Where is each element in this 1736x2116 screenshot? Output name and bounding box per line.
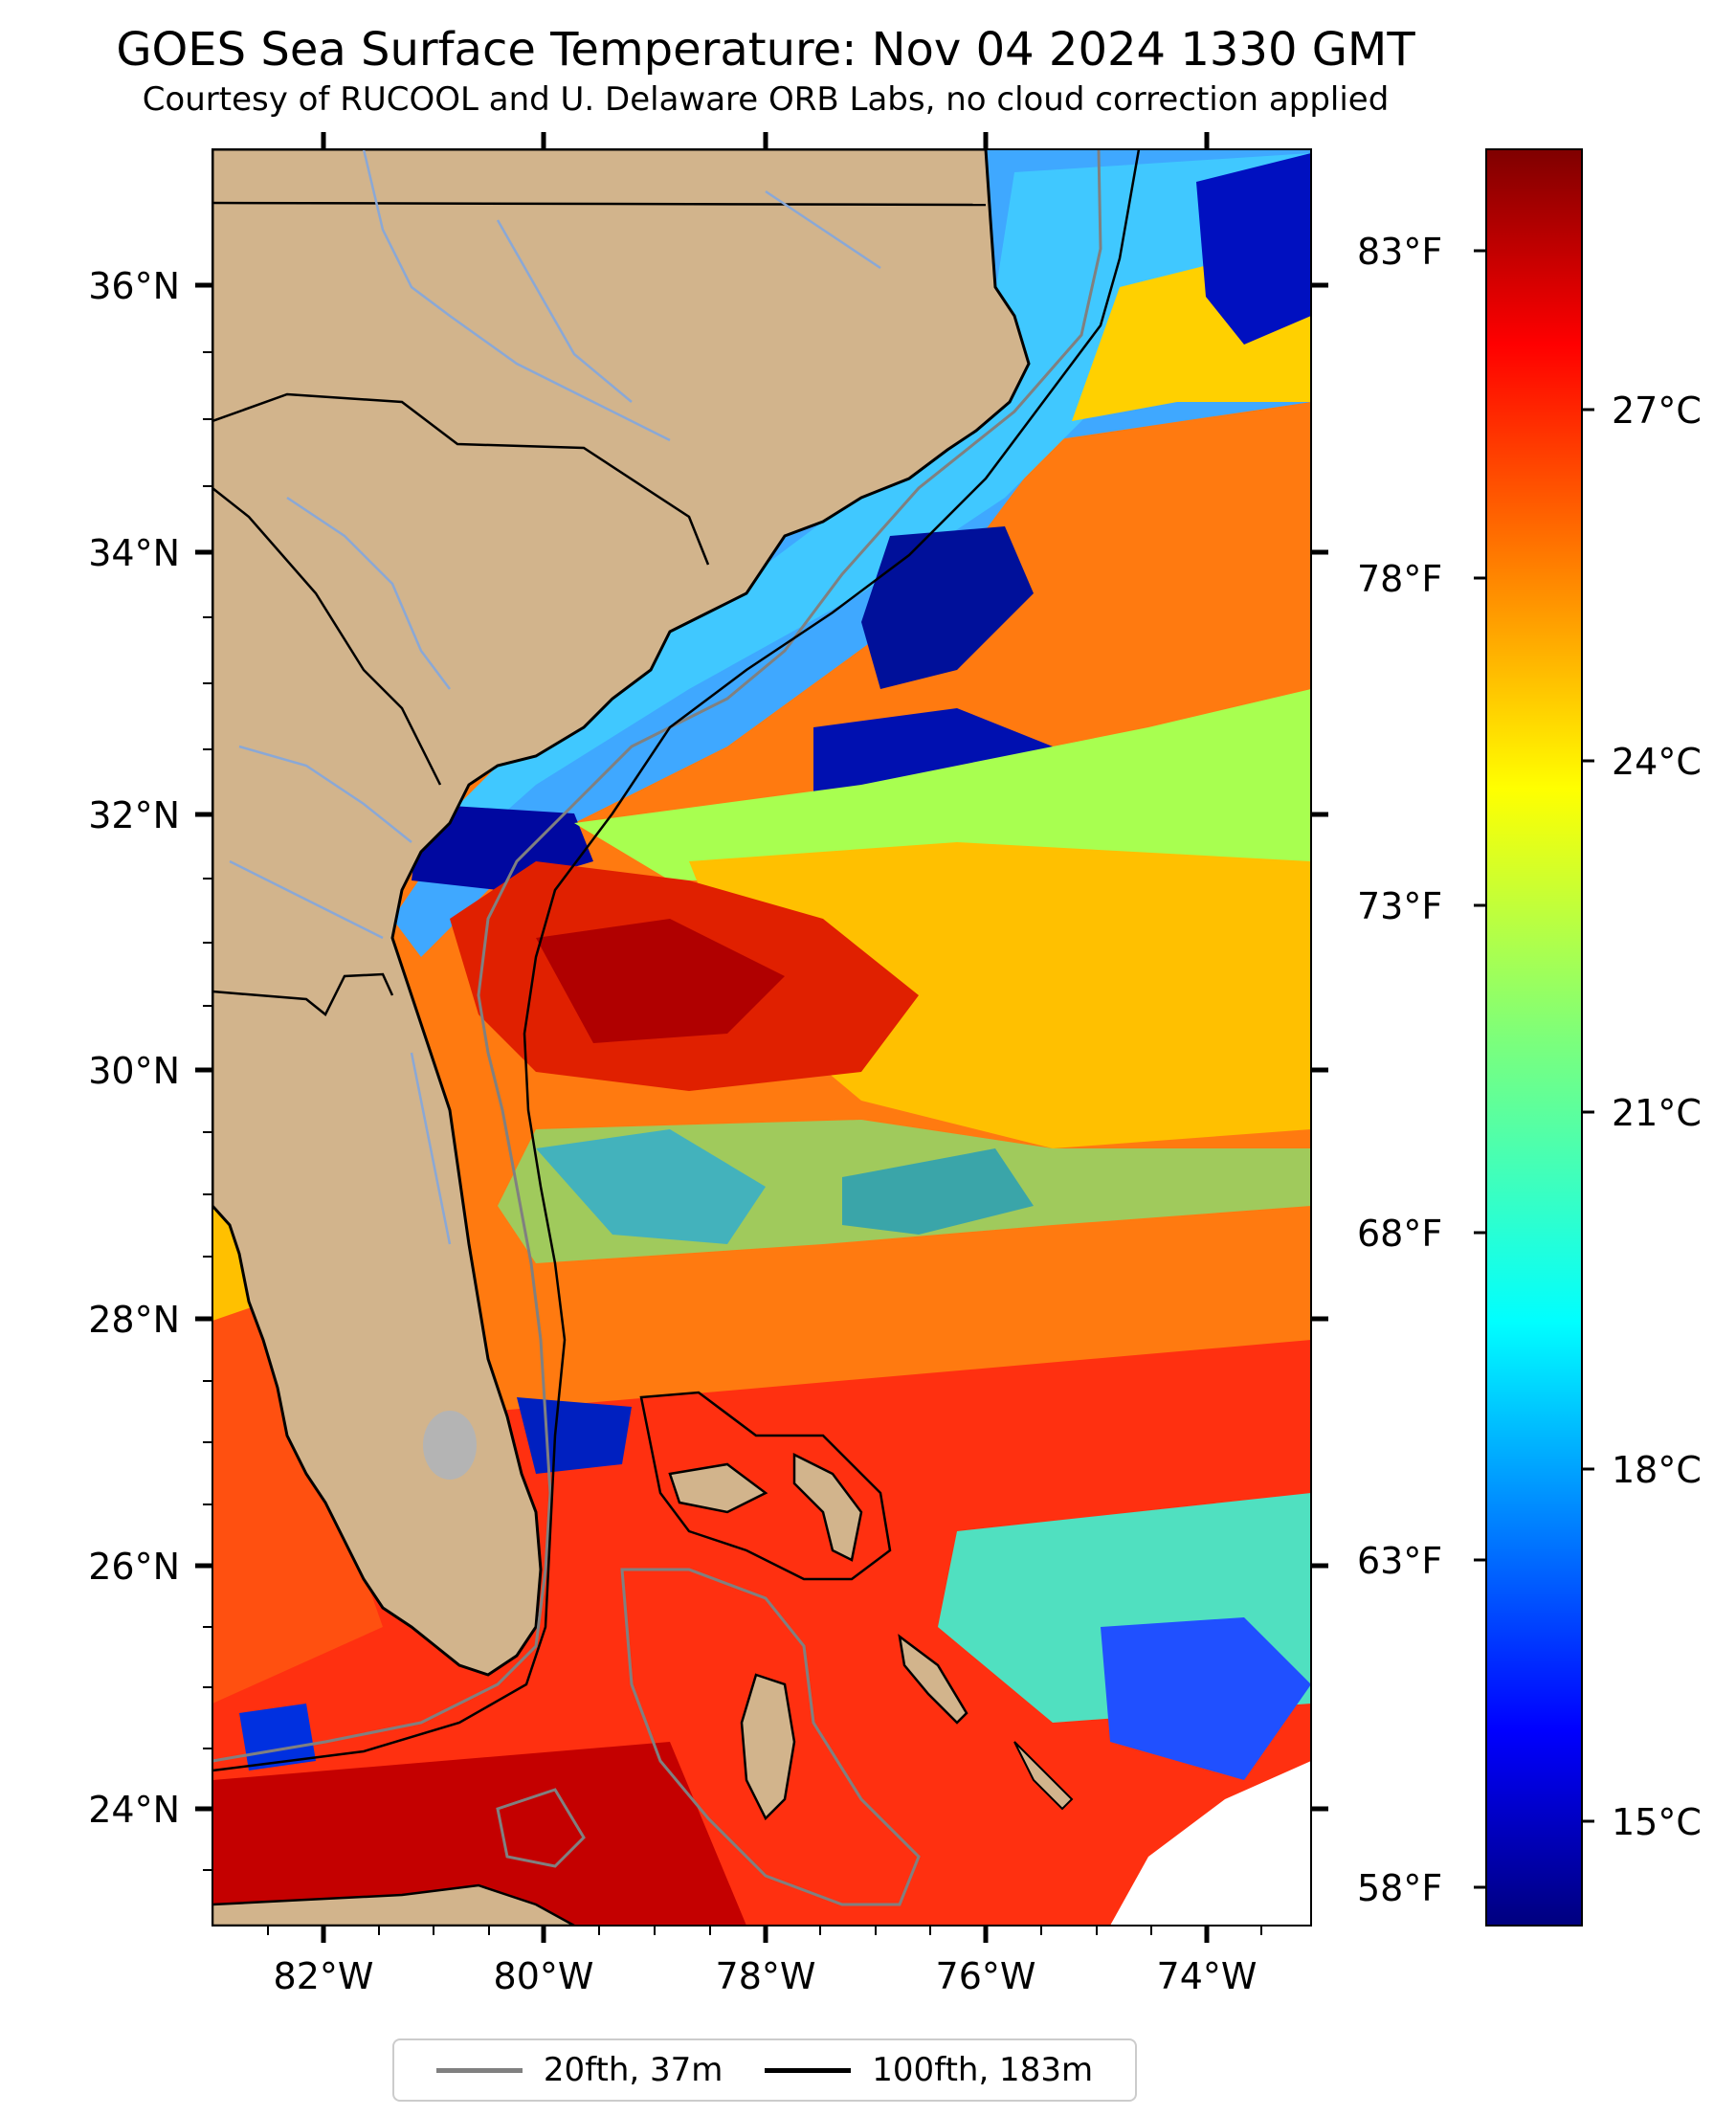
- lat-label: 30°N: [88, 1050, 180, 1092]
- lon-minor-ticks: [267, 1926, 1262, 1935]
- island-abaco: [792, 1452, 863, 1562]
- state-border-sc-ga: [212, 487, 442, 786]
- map-title: GOES Sea Surface Temperature: Nov 04 202…: [116, 23, 1415, 77]
- legend-line-black: [765, 2067, 852, 2073]
- contour-legend: 20fth, 37m 100fth, 183m: [392, 2038, 1137, 2102]
- fahrenheit-label: 83°F: [1357, 231, 1442, 273]
- sst-bahamas-blue: [1101, 1617, 1311, 1780]
- lake-okeechobee: [423, 1411, 477, 1480]
- sst-green-29n: [498, 1120, 1311, 1263]
- lat-label: 36°N: [88, 265, 180, 307]
- fahrenheit-label: 58°F: [1357, 1867, 1442, 1909]
- island-andros: [740, 1673, 796, 1821]
- sst-florida-straits-blue: [517, 1397, 632, 1474]
- lon-label: 78°W: [716, 1955, 816, 1997]
- legend-label: 20fth, 37m: [543, 2051, 723, 2089]
- state-border-ga-fl: [212, 972, 394, 1016]
- lon-label: 80°W: [494, 1955, 594, 1997]
- island-exuma: [1013, 1741, 1074, 1811]
- contour-cay-sal: [496, 1788, 586, 1868]
- island-cuba: [212, 1883, 575, 1926]
- lat-label: 28°N: [88, 1299, 180, 1341]
- lat-ticks: [195, 282, 1328, 1812]
- rivers: [229, 149, 881, 1245]
- sst-green-mid: [574, 689, 1311, 900]
- fahrenheit-label: 78°F: [1357, 558, 1442, 600]
- lat-label: 24°N: [88, 1789, 180, 1831]
- land-mainland: [212, 149, 1031, 1677]
- sst-deep-blue-34n: [861, 526, 1034, 689]
- colorbar: [1485, 148, 1583, 1927]
- lat-label: 26°N: [88, 1546, 180, 1588]
- celsius-label: 18°C: [1612, 1449, 1702, 1491]
- celsius-ticks: [1582, 408, 1594, 1823]
- contour-100fth: [212, 149, 1141, 1772]
- celsius-label: 21°C: [1612, 1092, 1702, 1134]
- lon-label: 74°W: [1157, 1955, 1257, 1997]
- white-nodata-se: [1110, 1761, 1311, 1926]
- fahrenheit-label: 68°F: [1357, 1213, 1442, 1255]
- island-grand-bahama: [668, 1462, 768, 1514]
- sst-gulf-blue-patch: [239, 1704, 316, 1771]
- lat-label: 34°N: [88, 532, 180, 574]
- map-subtitle: Courtesy of RUCOOL and U. Delaware ORB L…: [142, 80, 1390, 119]
- legend-label: 100fth, 183m: [872, 2051, 1094, 2089]
- lat-minor-ticks: [203, 351, 212, 1871]
- legend-item-100fth: 100fth, 183m: [765, 2051, 1093, 2089]
- lat-label: 32°N: [88, 794, 180, 836]
- legend-line-gray: [435, 2067, 523, 2073]
- fahrenheit-label: 73°F: [1357, 885, 1442, 927]
- sst-cyan-band: [421, 153, 1311, 861]
- state-border-va-nc: [212, 201, 987, 207]
- celsius-label: 15°C: [1612, 1801, 1702, 1843]
- fahrenheit-label: 63°F: [1357, 1540, 1442, 1582]
- celsius-label: 24°C: [1612, 741, 1702, 783]
- lon-ticks: [321, 132, 1210, 1943]
- sst-dark-red-core: [536, 919, 785, 1043]
- state-border-nc-sc: [212, 392, 710, 566]
- map-frame: [211, 148, 1312, 1927]
- lon-label: 82°W: [274, 1955, 374, 1997]
- contour-bahamas-bank: [639, 1391, 892, 1581]
- island-eleuthera: [898, 1634, 968, 1725]
- fahrenheit-ticks: [1474, 249, 1486, 1889]
- contour-20fth: [212, 149, 1102, 1763]
- sst-deep-blue-nc: [1196, 153, 1311, 345]
- contour-great-bahama-bank: [620, 1568, 921, 1906]
- legend-item-20fth: 20fth, 37m: [435, 2051, 723, 2089]
- lon-label: 76°W: [936, 1955, 1036, 1997]
- map-panel: [212, 149, 1311, 1926]
- sst-dark-south: [212, 1742, 746, 1926]
- celsius-label: 27°C: [1612, 390, 1702, 432]
